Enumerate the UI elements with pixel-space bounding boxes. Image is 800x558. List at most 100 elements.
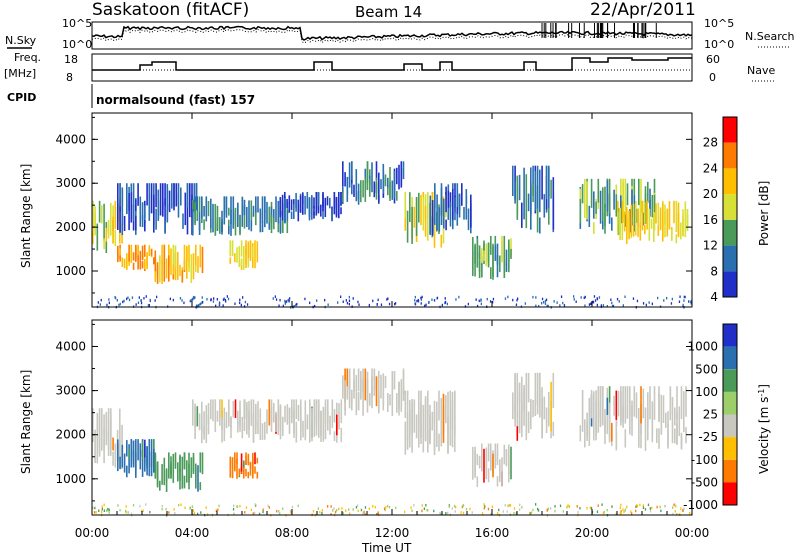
near-range-speckle: [128, 298, 131, 302]
heatmap-cell-2: [156, 461, 159, 486]
freq-panel-frame: [91, 53, 693, 82]
heatmap-cell-9: [595, 419, 597, 441]
heatmap-cell-1: [141, 245, 144, 259]
heatmap-cell-2: [186, 460, 188, 483]
heatmap-cell-13: [621, 200, 624, 223]
near-range-speckle: [363, 510, 365, 514]
heatmap-cell-3: [186, 246, 188, 262]
heatmap-cell-9: [624, 429, 627, 448]
heatmap-cell-2: [166, 184, 169, 223]
heatmap-cell-3: [293, 420, 295, 434]
colorbar-tick-label: 28: [703, 136, 718, 150]
heatmap-cell-4: [250, 200, 253, 221]
heatmap-cell-1: [117, 443, 119, 472]
heatmap-cell-1: [150, 456, 153, 477]
heatmap-cell-2: [121, 187, 124, 226]
heatmap-cell-4: [268, 206, 271, 223]
heatmap-cell-13: [644, 202, 646, 224]
near-range-speckle: [337, 301, 339, 304]
heatmap-cell-3: [304, 425, 307, 437]
heatmap-cell-7: [355, 191, 358, 202]
heatmap-cell-9: [581, 390, 584, 432]
heatmap-cell-13: [646, 200, 648, 230]
near-range-speckle: [541, 297, 544, 301]
near-range-speckle: [476, 304, 479, 308]
heatmap-cell-8: [440, 234, 443, 248]
heatmap-cell-6: [304, 195, 306, 215]
heatmap-cell-5: [344, 380, 346, 416]
heatmap-cell-7: [487, 443, 490, 462]
colorbar-tick-label: -25: [698, 430, 718, 444]
heatmap-cell-2: [139, 196, 142, 227]
heatmap-cell-6: [335, 196, 338, 216]
near-range-speckle: [108, 298, 110, 301]
x-tick-label: 16:00: [475, 526, 510, 540]
near-range-speckle: [480, 298, 482, 301]
heatmap-cell-5: [245, 244, 247, 268]
near-range-speckle: [469, 507, 471, 511]
power-heatmap: [92, 161, 693, 309]
heatmap-cell-8: [411, 206, 413, 244]
near-range-speckle: [340, 295, 342, 298]
heatmap-cell-6: [322, 192, 324, 212]
heatmap-cell-3: [268, 399, 271, 426]
near-range-speckle: [682, 509, 684, 512]
heatmap-cell-4: [243, 460, 245, 468]
heatmap-cell-8: [541, 387, 543, 439]
near-range-speckle: [550, 507, 552, 510]
heatmap-cell-4: [277, 201, 280, 224]
heatmap-cell-2: [141, 215, 144, 228]
heatmap-cell-1: [123, 258, 126, 269]
heatmap-cell-3: [212, 399, 214, 422]
colorbar-tick-label: 12: [703, 239, 718, 253]
heatmap-cell-8: [521, 394, 523, 438]
heatmap-cell-1: [141, 449, 144, 477]
heatmap-cell-12: [606, 180, 609, 212]
near-range-speckle: [296, 302, 298, 306]
near-range-speckle: [543, 301, 545, 304]
near-range-speckle: [513, 507, 516, 510]
near-range-speckle: [282, 304, 284, 308]
near-range-speckle: [341, 507, 343, 510]
time-x-axis: 00:00 04:00 08:00 12:00 16:00 20:00 00:00: [75, 113, 709, 540]
heatmap-cell-7: [398, 164, 400, 190]
heatmap-cell-7: [483, 448, 485, 483]
near-range-speckle: [99, 303, 101, 306]
near-range-speckle: [690, 300, 692, 304]
heatmap-cell-8: [523, 384, 525, 426]
heatmap-cell-12: [590, 178, 593, 208]
heatmap-cell-8: [539, 372, 541, 418]
heatmap-cell-0: [105, 412, 108, 446]
heatmap-cell-7: [380, 179, 382, 190]
near-range-speckle: [597, 504, 599, 507]
heatmap-cell-7: [501, 457, 503, 487]
near-range-speckle: [101, 507, 103, 511]
near-range-speckle: [410, 506, 412, 509]
heatmap-cell-5: [402, 387, 405, 401]
heatmap-cell-6: [290, 199, 293, 211]
heatmap-cell-9: [640, 413, 642, 449]
heatmap-cell-3: [196, 406, 199, 427]
near-range-speckle: [239, 301, 241, 305]
heatmap-cell-3: [322, 409, 325, 442]
heatmap-cell-8: [534, 372, 537, 405]
heatmap-cell-7: [496, 443, 499, 466]
heatmap-cell-10: [481, 264, 483, 278]
near-range-speckle: [616, 297, 619, 301]
colorbar-swatch: [723, 369, 737, 392]
near-range-speckle: [690, 302, 692, 305]
near-range-speckle: [108, 508, 110, 512]
near-range-speckle: [598, 296, 601, 299]
near-range-speckle: [394, 302, 396, 306]
near-range-speckle: [385, 506, 387, 509]
near-range-speckle: [486, 297, 488, 301]
near-range-speckle: [580, 296, 582, 299]
near-range-speckle: [287, 299, 289, 302]
heatmap-cell-7: [355, 169, 358, 201]
heatmap-cell-4: [225, 196, 228, 218]
near-range-speckle: [376, 303, 378, 306]
colorbar-swatch: [723, 117, 737, 143]
near-range-speckle: [538, 304, 540, 308]
near-range-speckle: [611, 301, 613, 305]
near-range-speckle: [504, 297, 507, 300]
